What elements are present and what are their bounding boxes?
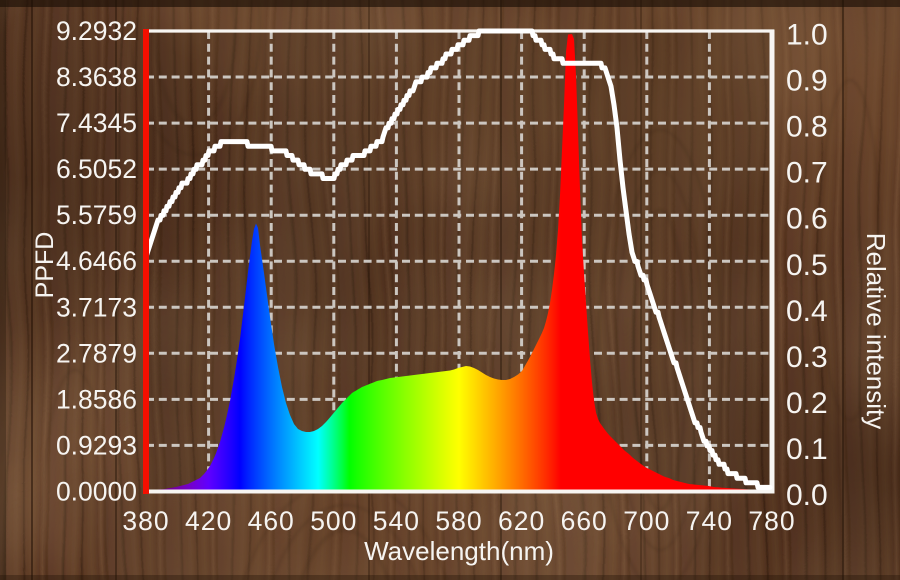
svg-text:500: 500 [310,506,357,536]
svg-text:420: 420 [185,506,232,536]
svg-text:700: 700 [623,506,670,536]
svg-text:Relative intensity: Relative intensity [861,233,891,430]
svg-text:3.7173: 3.7173 [56,292,137,322]
svg-text:PPFD: PPFD [31,232,59,299]
svg-text:8.3638: 8.3638 [56,62,137,92]
svg-text:780: 780 [748,506,795,536]
svg-text:740: 740 [686,506,733,536]
svg-text:0.2: 0.2 [786,387,828,420]
svg-text:7.4345: 7.4345 [56,108,137,138]
svg-text:660: 660 [561,506,608,536]
svg-text:0.9293: 0.9293 [56,430,137,460]
svg-text:Wavelength(nm): Wavelength(nm) [364,536,554,566]
svg-text:540: 540 [373,506,420,536]
svg-text:9.2932: 9.2932 [56,16,137,46]
svg-text:0.6: 0.6 [786,203,828,236]
svg-text:0.0000: 0.0000 [56,477,137,507]
svg-text:0.1: 0.1 [786,433,828,466]
svg-text:0.8: 0.8 [786,111,828,144]
svg-text:380: 380 [122,506,169,536]
svg-text:460: 460 [248,506,295,536]
svg-text:0.3: 0.3 [786,341,828,374]
svg-text:1.8586: 1.8586 [56,384,137,414]
svg-text:4.6466: 4.6466 [56,246,137,276]
svg-text:0.9: 0.9 [786,65,828,98]
svg-text:0.7: 0.7 [786,157,828,190]
svg-text:0.4: 0.4 [786,295,828,328]
svg-text:2.7879: 2.7879 [56,338,137,368]
svg-text:580: 580 [435,506,482,536]
svg-text:5.5759: 5.5759 [56,200,137,230]
svg-text:0.0: 0.0 [786,479,828,512]
svg-text:620: 620 [498,506,545,536]
svg-text:0.5: 0.5 [786,249,828,282]
svg-text:1.0: 1.0 [786,19,828,52]
svg-text:6.5052: 6.5052 [56,154,137,184]
